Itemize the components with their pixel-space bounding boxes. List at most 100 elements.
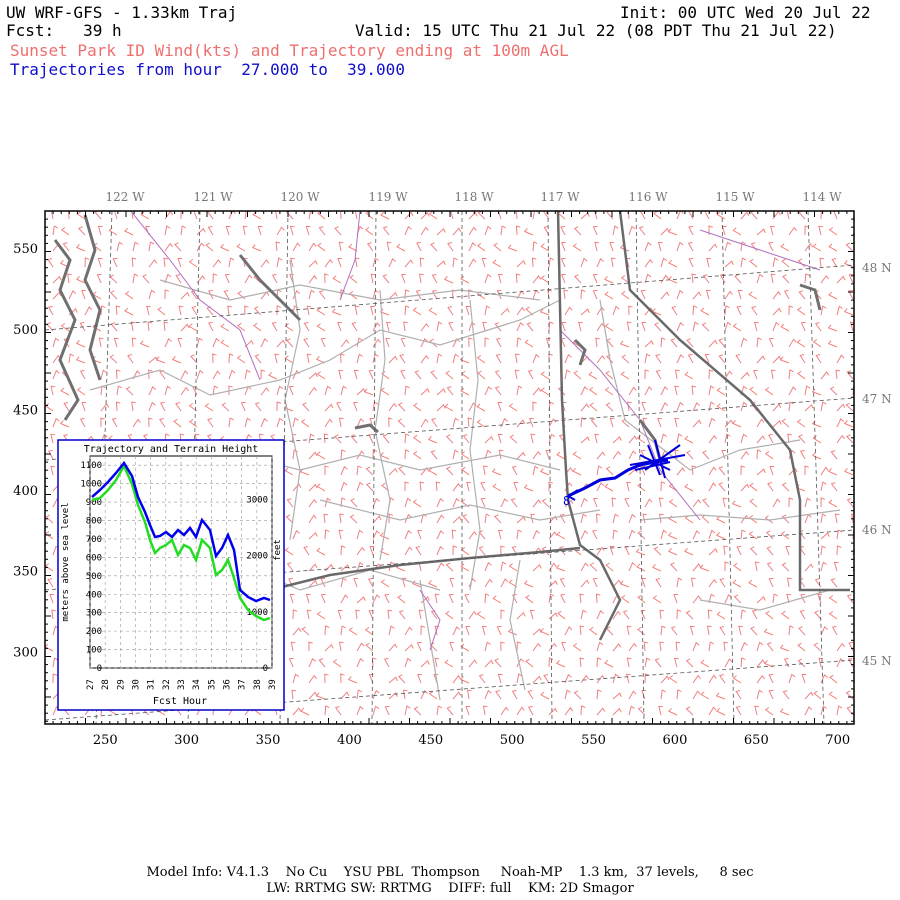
wind-barb [532,353,540,364]
latitude-labels: 48 N 47 N 46 N 45 N [862,261,892,668]
inset-x-tick: 30 [132,679,142,690]
wind-barb [384,593,390,604]
wind-barb [398,610,406,620]
wind-barb [628,642,637,652]
wind-barb [700,307,710,316]
river [419,589,441,651]
wind-barb [740,401,748,412]
lake-shore [799,283,822,311]
longitude-label: 115 W [715,190,755,204]
x-tick-label: 350 [256,733,281,748]
wind-barb [404,705,411,716]
wind-barb [724,561,729,571]
wind-barb [740,211,750,220]
wind-barb [433,674,439,684]
wind-barb [420,388,430,396]
inset-trajectory-line [91,460,271,603]
wind-barb [68,290,77,300]
wind-barb [814,610,822,620]
wind-barb [756,596,766,604]
wind-barb [804,465,809,475]
wind-barb [436,705,443,716]
wind-barb [620,594,630,604]
wind-barb [644,386,653,396]
wind-barb [50,385,56,396]
inset-y-tick-left: 300 [86,609,102,619]
wind-barb [244,274,253,284]
wind-barb [765,610,774,620]
wind-barb [500,545,505,556]
wind-barb [626,321,632,332]
forecast-hour: Fcst: 39 h [6,21,122,40]
wind-barb [77,226,86,236]
wind-barb [193,211,198,220]
wind-barb [404,449,410,460]
wind-barb [605,402,614,412]
wind-barb [560,273,566,284]
wind-barb [100,417,105,428]
wind-barb [445,434,454,444]
wind-barb [628,513,636,524]
wind-barb [670,338,678,348]
wind-barb [63,402,70,412]
wind-barb [798,290,806,300]
wind-barb [400,273,406,284]
wind-barb [848,273,854,284]
wind-barb [212,370,221,380]
wind-barb [284,323,294,332]
wind-barb [146,305,151,316]
wind-barb [338,417,344,428]
wind-barb [667,548,678,556]
wind-barb [180,370,189,380]
wind-barb [724,370,733,380]
county-line [509,559,526,691]
wind-barb [820,466,829,476]
wind-barb [45,514,54,524]
wind-barb [81,402,87,412]
wind-barb [769,466,775,476]
wind-barb [97,257,103,268]
wind-barb [708,417,716,428]
wind-barb [148,417,153,428]
wind-barb [260,338,269,348]
wind-barb [155,356,166,364]
wind-barb [484,273,492,284]
wind-barb [636,563,646,572]
wind-barb [428,467,438,476]
wind-barb [75,244,86,252]
wind-barb [820,305,827,316]
wind-barb [484,659,494,668]
wind-barb [511,593,518,604]
wind-barb [465,305,471,316]
inset-y-tick-right: 3000 [246,495,268,505]
wind-barb [429,338,438,348]
wind-barb [316,483,326,492]
wind-barb [686,338,694,348]
wind-barb [588,386,598,396]
wind-barb [356,561,364,572]
wind-barb [612,673,620,684]
wind-barb [732,579,742,588]
wind-barb [644,258,654,268]
wind-barb [340,625,346,636]
wind-barb [722,497,728,508]
county-line [159,279,541,301]
wind-barb [768,337,774,348]
longitude-label: 116 W [628,190,668,204]
wind-barb [781,482,790,492]
wind-barb [843,260,854,268]
wind-barb [398,466,406,476]
wind-barb [644,369,650,380]
wind-barb [397,418,406,428]
wind-barb [132,418,141,428]
wind-barb [242,225,248,236]
wind-barb [509,434,518,444]
wind-barb [316,547,326,556]
wind-barb [596,465,603,476]
wind-barb [460,387,470,396]
wind-barb [276,417,284,428]
wind-barb [384,705,390,716]
wind-barb [523,484,534,492]
wind-barb [644,241,652,252]
wind-barb [843,468,854,476]
